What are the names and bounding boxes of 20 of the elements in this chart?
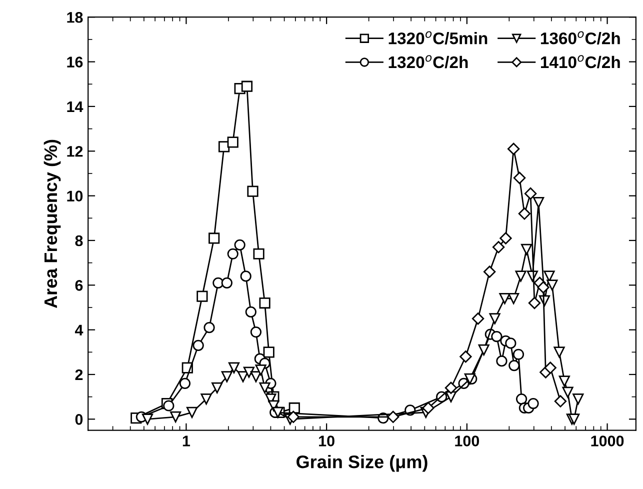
- y-tick-label: 14: [67, 101, 84, 112]
- y-tick-label: 8: [75, 235, 83, 246]
- x-tick-label: 1000: [591, 436, 624, 446]
- y-axis-title: Area Frequency (%): [44, 140, 61, 308]
- y-tick-label: 16: [67, 56, 83, 68]
- y-tick-label: 10: [67, 190, 83, 202]
- y-tick-label: 18: [67, 12, 83, 23]
- y-tick-label: 6: [75, 280, 83, 291]
- y-tick-label: 2: [75, 369, 83, 380]
- x-tick-label: 1: [182, 436, 190, 446]
- legend-label: 1320$^{o}$C/2h: [388, 55, 468, 68]
- y-tick-label: 4: [74, 324, 84, 336]
- y-tick-label: 0: [75, 414, 83, 425]
- y-tick-label: 12: [67, 146, 83, 157]
- legend-label: 1320$^{o}$C/5min: [388, 31, 488, 44]
- x-axis-title: Grain Size (μm): [296, 454, 428, 472]
- x-tick-label: 10: [319, 436, 334, 446]
- legend-label: 1360$^{o}$C/2h: [540, 31, 620, 44]
- legend-label: 1410$^{o}$C/2h: [540, 55, 620, 68]
- x-tick-label: 100: [455, 436, 480, 446]
